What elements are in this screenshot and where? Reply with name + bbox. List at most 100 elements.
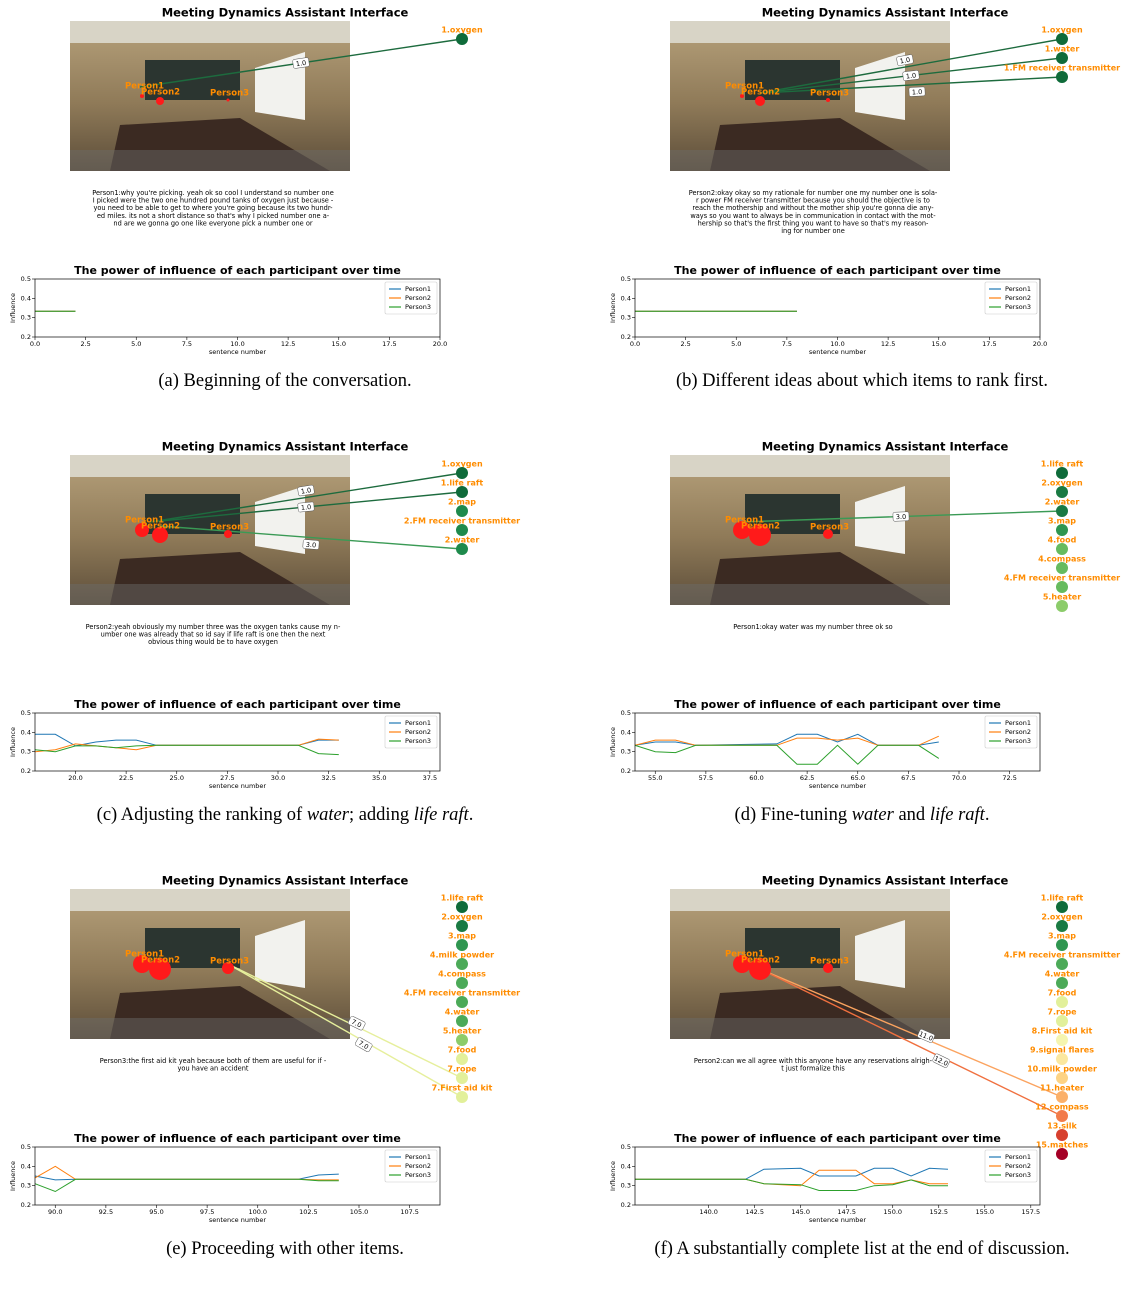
- person-dot: [733, 955, 751, 973]
- panel: Meeting Dynamics Assistant Interface 1.0 1…: [609, 6, 1120, 392]
- item-dot: [456, 33, 468, 45]
- legend-label: Person3: [405, 737, 431, 745]
- item-label: 7.food: [1048, 989, 1077, 998]
- caption: (b) Different ideas about which items to…: [676, 371, 1048, 391]
- link-label-text: 1.0: [905, 71, 916, 80]
- carpet: [670, 584, 950, 605]
- x-tick-label: 90.0: [48, 1208, 62, 1216]
- link-label-text: 3.0: [896, 513, 907, 521]
- item-label: 2.oxygen: [1041, 913, 1083, 922]
- item-dot: [456, 543, 468, 555]
- series-line: [635, 1178, 948, 1191]
- person-dot: [222, 962, 234, 974]
- x-tick-label: 12.5: [281, 340, 295, 348]
- link-label-text: 3.0: [306, 541, 317, 550]
- x-tick-label: 7.5: [182, 340, 192, 348]
- item-dot: [456, 1053, 468, 1065]
- item-dot: [456, 996, 468, 1008]
- transcript-line: you have an accident: [178, 1065, 249, 1073]
- transcript-line: hership so that's the first thing you wa…: [698, 219, 929, 227]
- x-axis-label: sentence number: [809, 782, 867, 790]
- item-label: 1.FM receiver transmitter: [1004, 64, 1120, 73]
- person-dot: [226, 98, 230, 102]
- person-label: Person1: [725, 516, 764, 526]
- meeting-photo: [70, 21, 350, 171]
- series-line: [635, 1169, 948, 1187]
- item-dot: [1056, 958, 1068, 970]
- item-label: 2.water: [1045, 498, 1080, 507]
- link-label: 1.0: [292, 57, 310, 69]
- plot-frame: [634, 1146, 1041, 1206]
- x-tick-label: 102.5: [299, 1208, 318, 1216]
- x-tick-label: 2.5: [80, 340, 90, 348]
- caption-part: ; adding: [349, 805, 414, 825]
- influence-link: [159, 525, 463, 550]
- panel: Meeting Dynamics Assistant Interface 7.0 7…: [9, 874, 520, 1260]
- x-tick-label: 5.0: [731, 340, 741, 348]
- item-label: 15.matches: [1036, 1141, 1089, 1150]
- person-dot: [733, 521, 751, 539]
- item-dot: [1056, 996, 1068, 1008]
- item-label: 12.compass: [1035, 1103, 1089, 1112]
- series-line: [634, 733, 939, 746]
- y-tick-label: 0.3: [21, 748, 31, 756]
- y-tick-label: 0.5: [21, 709, 31, 717]
- item-label: 4.milk powder: [430, 951, 494, 960]
- y-axis-label: Influence: [9, 1161, 17, 1191]
- window: [255, 52, 305, 120]
- x-tick-label: 95.0: [149, 1208, 163, 1216]
- transcript-line: Person2:yeah obviously my number three w…: [86, 623, 341, 631]
- influence-link: [227, 963, 463, 1098]
- person-dot: [156, 97, 164, 105]
- item-dot: [1056, 543, 1068, 555]
- y-tick-label: 0.2: [21, 767, 31, 775]
- caption-part: (c) Adjusting the ranking of: [97, 805, 307, 825]
- legend-box: [384, 1149, 438, 1183]
- plot-frame: [634, 712, 1041, 772]
- y-tick-label: 0.3: [21, 314, 31, 322]
- item-label: 2.water: [445, 536, 480, 545]
- y-tick-label: 0.4: [21, 294, 31, 302]
- influence-link: [227, 963, 463, 1079]
- series-line: [34, 1165, 339, 1181]
- item-label: 3.map: [1048, 517, 1076, 526]
- item-dot: [1056, 1148, 1068, 1160]
- x-axis-label: sentence number: [809, 1216, 867, 1224]
- legend-box: [984, 1149, 1038, 1183]
- item-dot: [1056, 977, 1068, 989]
- item-label: 7.First aid kit: [432, 1084, 493, 1093]
- x-tick-label: 0.0: [30, 340, 40, 348]
- caption-part: (f) A substantially complete list at the…: [654, 1239, 1069, 1259]
- item-label: 2.oxygen: [1041, 479, 1083, 488]
- legend-label: Person2: [405, 1162, 431, 1170]
- chart-title: The power of influence of each participa…: [74, 698, 401, 711]
- item-dot: [1056, 71, 1068, 83]
- x-tick-label: 67.5: [901, 774, 915, 782]
- link-label-box: [297, 484, 315, 497]
- item-label: 4.FM receiver transmitter: [404, 989, 520, 998]
- x-tick-label: 15.0: [332, 340, 346, 348]
- y-tick-label: 0.2: [21, 333, 31, 341]
- transcript-line: you need to be able to get to where you'…: [93, 204, 333, 212]
- link-label-text: 1.0: [899, 56, 911, 66]
- link-label: 7.0: [355, 1037, 373, 1053]
- person-dot: [749, 524, 771, 546]
- link-label-text: 1.0: [912, 88, 923, 97]
- interface-title: Meeting Dynamics Assistant Interface: [762, 6, 1009, 20]
- link-label-text: 1.0: [295, 59, 306, 68]
- x-tick-label: 57.5: [699, 774, 713, 782]
- legend-label: Person1: [1005, 285, 1031, 293]
- y-tick-label: 0.5: [21, 275, 31, 283]
- legend-label: Person1: [405, 285, 431, 293]
- x-tick-label: 55.0: [648, 774, 662, 782]
- item-label: 1.life raft: [441, 479, 484, 488]
- item-dot: [1056, 1129, 1068, 1141]
- meeting-photo: [670, 455, 950, 605]
- item-dot: [1056, 1015, 1068, 1027]
- link-label: 3.0: [892, 511, 910, 522]
- plot-frame: [34, 278, 441, 338]
- item-dot: [456, 1034, 468, 1046]
- x-tick-label: 10.0: [230, 340, 244, 348]
- x-tick-label: 25.0: [170, 774, 184, 782]
- item-dot: [1056, 1053, 1068, 1065]
